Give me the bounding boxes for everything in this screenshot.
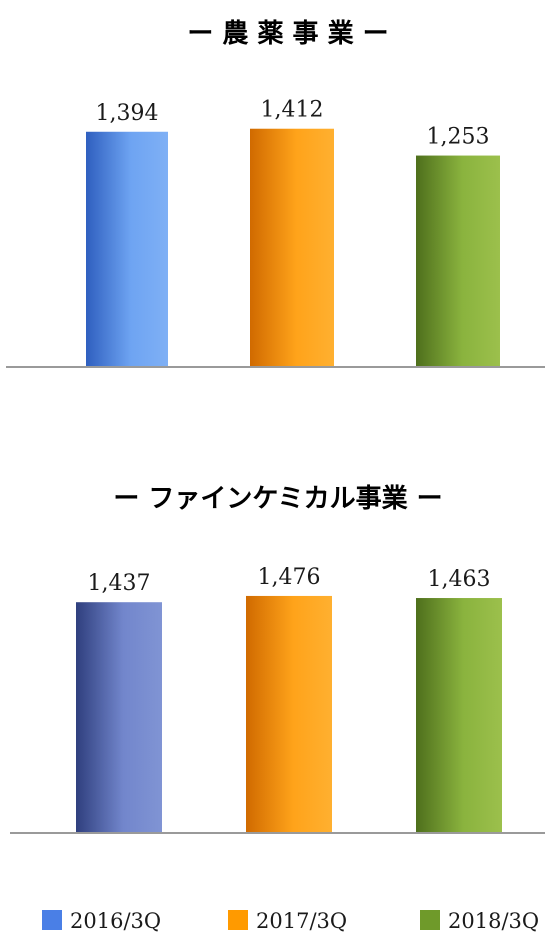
legend-label-2017: 2017/3Q (256, 909, 347, 933)
legend-swatch-2018 (420, 910, 440, 930)
chart-1-bar-2016 (86, 131, 168, 367)
chart-2-bar-2018 (416, 598, 502, 833)
legend: 2016/3Q 2017/3Q 2018/3Q (42, 909, 539, 933)
chart-1-data-label-2016: 1,394 (96, 101, 159, 126)
chart-1-data-label-2017: 1,412 (261, 98, 324, 123)
chart-1-title: ー 農 薬 事 業 ー (187, 19, 388, 49)
chart-1-data-labels: 1,394 1,412 1,253 (96, 98, 490, 150)
chart-1-bar-2017 (250, 128, 334, 367)
chart-1-bars (86, 128, 500, 367)
chart-1-data-label-2018: 1,253 (427, 125, 490, 150)
chart-2-bars (76, 595, 502, 833)
legend-label-2018: 2018/3Q (448, 909, 539, 933)
chart-2: ー ファインケミカル事業 ー 1,437 1,476 1,463 (10, 484, 545, 834)
chart-2-title: ー ファインケミカル事業 ー (113, 484, 442, 514)
legend-swatch-2017 (228, 910, 248, 930)
chart-2-bar-2016 (76, 602, 162, 833)
chart-2-data-labels: 1,437 1,476 1,463 (88, 565, 491, 596)
chart-1: ー 農 薬 事 業 ー 1,394 1,412 1,253 (6, 19, 545, 368)
legend-label-2016: 2016/3Q (70, 909, 161, 933)
chart-2-bar-2017 (246, 595, 332, 833)
chart-1-bar-2018 (416, 155, 500, 367)
legend-swatch-2016 (42, 910, 62, 930)
chart-2-data-label-2016: 1,437 (88, 571, 151, 596)
chart-2-data-label-2017: 1,476 (258, 565, 321, 590)
chart-2-data-label-2018: 1,463 (428, 567, 491, 592)
